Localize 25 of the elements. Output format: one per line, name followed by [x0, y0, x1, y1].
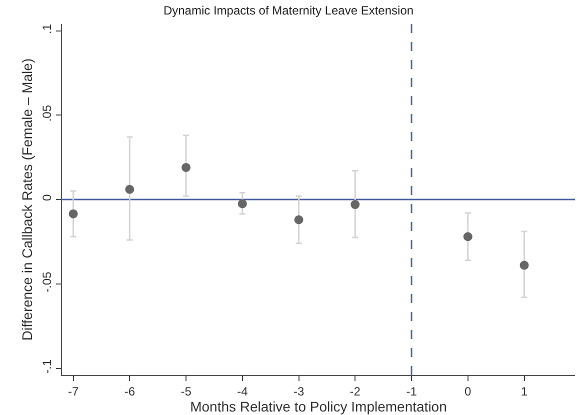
point — [68, 209, 78, 218]
x-tick-label: 1 — [520, 384, 528, 398]
x-tick-label: -4 — [237, 384, 248, 398]
point — [238, 199, 247, 208]
x-tick-label: -1 — [406, 384, 418, 398]
point — [463, 232, 472, 242]
x-tick-label: -7 — [68, 384, 79, 398]
x-tick-label: -3 — [293, 384, 304, 398]
x-tick-label: -6 — [124, 384, 136, 398]
y-tick-label: -.1 — [40, 359, 54, 374]
x-tick-label: 0 — [464, 384, 472, 398]
y-tick-label: 0 — [40, 194, 54, 202]
y-tick-label: .1 — [40, 24, 54, 34]
x-axis-title: Months Relative to Policy Implementation — [190, 398, 447, 414]
y-axis-title: Difference in Callback Rates (Female – Male) — [18, 58, 35, 341]
y-tick-label: .05 — [40, 104, 54, 122]
y-tick-label: -.05 — [40, 271, 54, 292]
point — [125, 184, 134, 194]
x-tick-label: -5 — [180, 384, 192, 398]
x-tick-label: -2 — [350, 384, 361, 398]
point — [350, 200, 360, 210]
chart-title: Dynamic Impacts of Maternity Leave Extension — [163, 4, 414, 18]
point — [520, 260, 529, 270]
point — [294, 215, 304, 224]
point — [182, 162, 191, 172]
